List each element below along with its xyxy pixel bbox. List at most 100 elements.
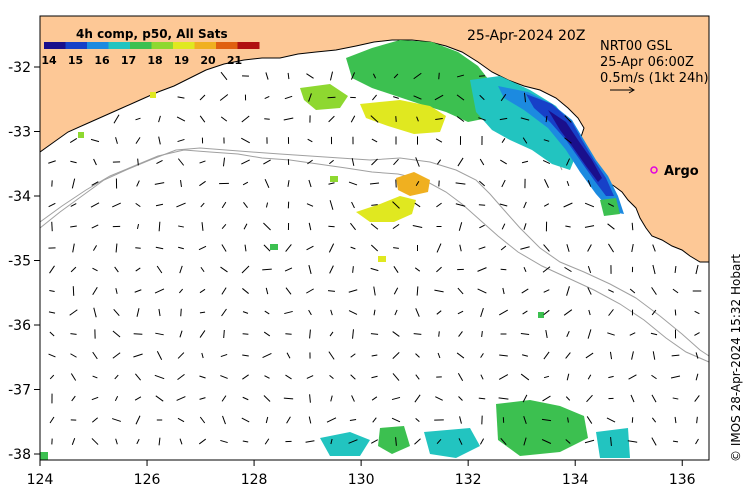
current-vector	[392, 352, 400, 359]
current-vector	[587, 265, 592, 274]
current-vector	[264, 310, 270, 315]
current-vector	[371, 375, 378, 379]
current-vector	[285, 287, 292, 295]
current-vector	[134, 396, 142, 401]
current-vector	[305, 440, 315, 443]
colorbar-labels: 14 15 16 17 18 19 20 21	[41, 54, 242, 67]
x-tick-label-132: 132	[455, 472, 482, 488]
colorbar-swatch-8	[216, 42, 238, 49]
current-vector	[136, 223, 140, 230]
current-vector	[631, 243, 634, 253]
colorbar-label-18: 18	[147, 54, 162, 67]
current-vector	[457, 157, 464, 167]
current-vector	[91, 181, 99, 186]
current-vector	[242, 354, 249, 357]
current-vector	[69, 309, 78, 316]
current-vector	[587, 287, 592, 295]
current-vector	[156, 351, 163, 360]
current-vector	[284, 267, 293, 272]
current-vector	[501, 179, 506, 188]
current-vector	[391, 396, 401, 401]
current-vector	[565, 396, 571, 401]
current-vector	[587, 180, 592, 187]
current-vector	[479, 158, 485, 166]
current-vector	[158, 308, 161, 317]
current-vector	[436, 266, 442, 273]
current-vector	[414, 267, 421, 272]
product-scale: 0.5m/s (1kt 24h)	[600, 71, 709, 86]
current-vector	[176, 202, 186, 208]
current-vector	[154, 288, 165, 294]
current-vector	[265, 72, 269, 80]
isobath-deep	[39, 149, 710, 363]
current-vector	[695, 373, 699, 381]
current-vector	[198, 438, 207, 445]
current-vector	[631, 351, 634, 360]
current-vector	[115, 243, 118, 253]
current-vector	[113, 114, 120, 124]
current-vector	[565, 158, 571, 166]
current-vector	[694, 310, 700, 315]
current-vector	[306, 73, 314, 79]
current-vector	[93, 245, 97, 251]
current-vector	[608, 289, 614, 293]
current-vector	[112, 352, 121, 359]
current-vector	[674, 309, 677, 316]
current-vector	[478, 246, 486, 250]
current-vector	[93, 158, 97, 166]
current-vector	[372, 73, 377, 79]
current-vector	[370, 244, 379, 252]
current-vector	[350, 72, 356, 80]
current-vector	[327, 290, 336, 292]
x-axis: 124 126 128 130 132 134 136	[27, 460, 696, 488]
current-vector	[220, 439, 228, 444]
current-vector	[695, 352, 699, 359]
current-vector	[71, 395, 76, 402]
current-vector	[179, 438, 183, 445]
current-vector	[436, 310, 442, 315]
sst-patch-blue	[498, 86, 624, 214]
current-vector	[352, 329, 354, 339]
current-vector	[480, 353, 484, 358]
current-vector	[221, 395, 227, 402]
current-vector	[608, 375, 614, 379]
current-vector	[177, 158, 185, 166]
current-vector	[672, 397, 679, 400]
current-vector	[309, 329, 311, 339]
sst-patch-navy	[548, 110, 602, 182]
colorbar: 4h comp, p50, All Sats 14 15 16 17 18 19 20 21	[41, 27, 260, 67]
sst-patch-shelf-green	[600, 198, 620, 216]
current-vector	[391, 417, 401, 423]
y-axis: -32 -33 -34 -35 -36 -37 -38	[8, 60, 40, 463]
current-vector	[630, 394, 635, 403]
current-vector	[587, 329, 592, 339]
current-vector	[414, 438, 421, 445]
sst-patch-warm-core	[396, 172, 430, 196]
current-vector	[501, 138, 506, 143]
current-vector	[499, 354, 508, 357]
current-vector	[219, 94, 229, 101]
current-vector	[155, 332, 164, 336]
current-vector	[523, 92, 527, 103]
current-vector	[565, 439, 571, 444]
current-vector	[499, 203, 508, 207]
current-vector	[91, 396, 99, 401]
current-vector	[609, 351, 613, 360]
current-vector	[458, 331, 463, 337]
current-vector	[283, 397, 294, 400]
current-vector	[457, 287, 464, 295]
current-vector	[135, 373, 141, 381]
current-vector	[651, 417, 657, 423]
current-vector	[179, 330, 183, 338]
current-vector	[92, 351, 98, 360]
current-vector	[70, 373, 77, 381]
current-vector	[520, 332, 530, 336]
current-vector	[241, 137, 250, 144]
current-vector	[479, 75, 485, 77]
current-vector	[520, 373, 530, 381]
current-vector	[545, 329, 548, 339]
current-vector	[199, 375, 206, 379]
current-vector	[91, 224, 99, 229]
sst-patch-south-teal	[424, 428, 480, 458]
current-vector	[48, 160, 56, 164]
